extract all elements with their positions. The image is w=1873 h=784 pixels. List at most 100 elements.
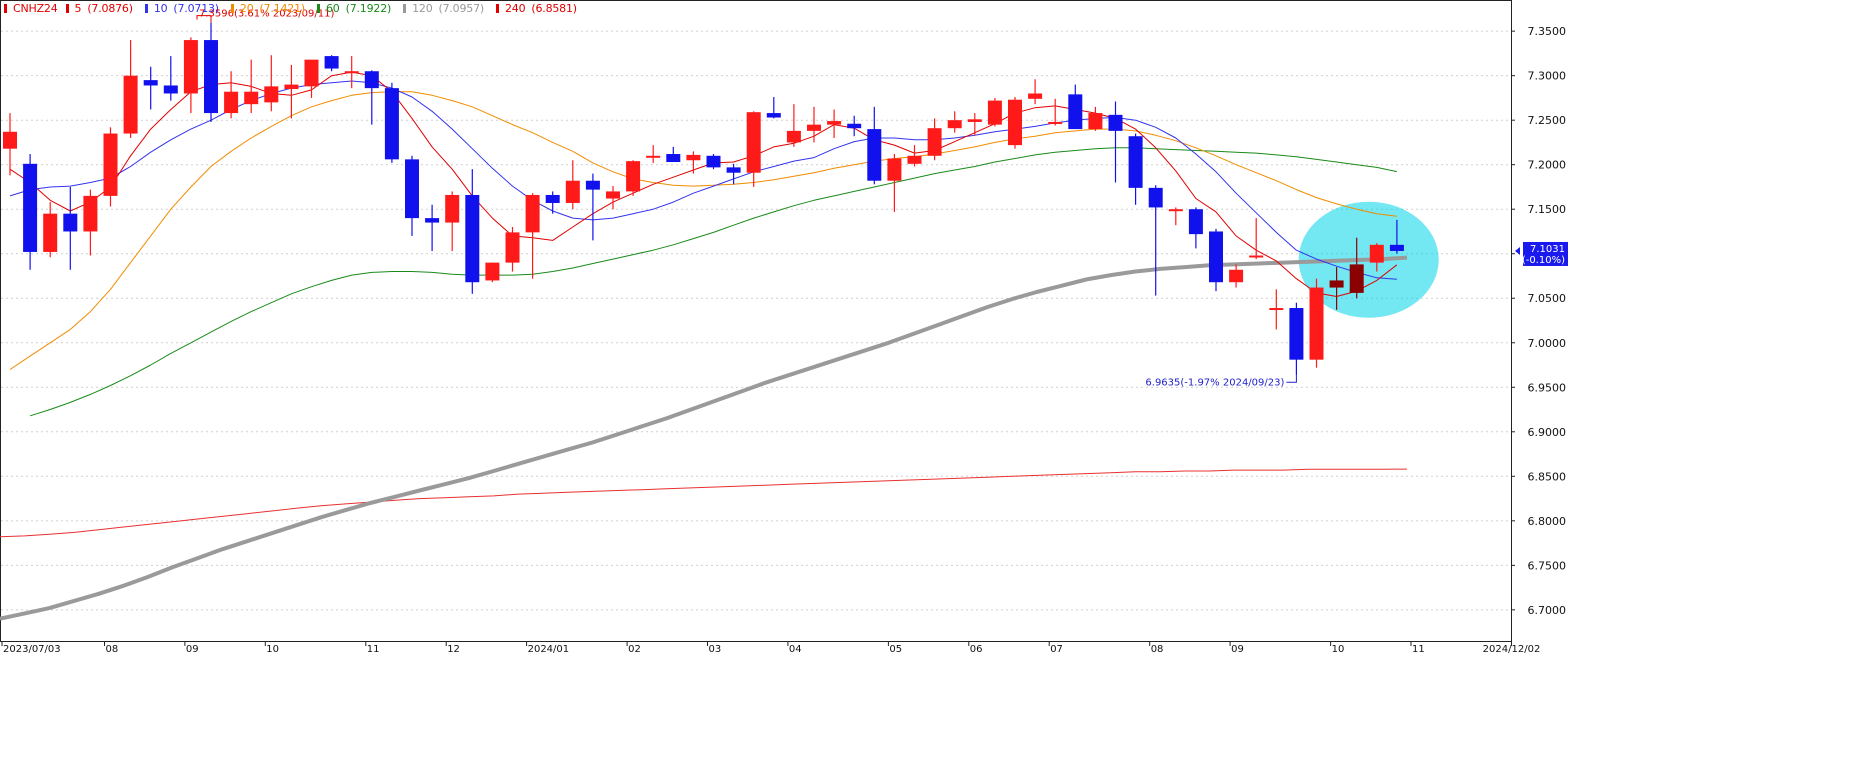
y-tick-label: 7.0500 — [1528, 292, 1567, 305]
candle-body — [264, 86, 279, 103]
ma10-line — [9, 80, 1397, 280]
annotation-low-label: 6.9635(-1.97% 2024/09/23) — [1145, 377, 1284, 388]
x-tick-label: 09 — [186, 644, 199, 655]
x-tick-label: 11 — [1412, 644, 1425, 655]
candle-body — [1249, 255, 1264, 258]
candle-body — [947, 120, 962, 129]
candle-body — [867, 129, 882, 181]
candle-body — [384, 88, 399, 160]
legend-ma20: 20 (7.1421) — [230, 2, 311, 15]
candle-body — [425, 218, 440, 223]
candle-body — [686, 154, 701, 161]
candle-body — [284, 84, 299, 90]
candle-body — [244, 91, 259, 105]
candle-body — [706, 155, 721, 168]
candle-body — [927, 128, 942, 156]
legend-symbol: CNHZ24 — [4, 2, 64, 15]
candle-body — [163, 85, 178, 94]
x-tick-label: 03 — [709, 644, 722, 655]
y-tick-label: 7.0000 — [1528, 337, 1567, 350]
ma240-line — [0, 468, 1408, 538]
last-price-pointer — [1515, 246, 1520, 255]
candle-body — [1168, 209, 1183, 212]
legend-ma10: 10 (7.0713) — [144, 2, 225, 15]
candle-body — [43, 213, 58, 252]
candle-body — [1269, 308, 1284, 311]
candle-body — [1028, 93, 1043, 99]
x-tick-label: 07 — [1050, 644, 1063, 655]
candle-body — [23, 163, 38, 252]
candle-body — [1369, 244, 1384, 263]
candle-body — [1329, 280, 1344, 288]
y-tick-label: 6.7000 — [1528, 604, 1567, 617]
candle-body — [585, 180, 600, 190]
candle-body — [1188, 209, 1203, 235]
candle-body — [525, 194, 540, 233]
candle-body — [1289, 308, 1304, 360]
candle-body — [1209, 231, 1223, 283]
candle-body — [907, 155, 922, 164]
candle-body — [204, 40, 218, 114]
plot-frame — [0, 0, 1512, 642]
candle-body — [827, 121, 842, 125]
candle-body — [183, 40, 198, 94]
annotation-leader — [1286, 375, 1297, 383]
x-tick-label: 02 — [628, 644, 641, 655]
candle-body — [1349, 264, 1364, 293]
candle-body — [344, 71, 359, 74]
last-price-value: 7.1031 — [1530, 244, 1565, 255]
x-tick-label: 05 — [889, 644, 902, 655]
y-tick-label: 6.8000 — [1528, 515, 1567, 528]
candle-body — [445, 194, 460, 223]
last-price-change: (-0.10%) — [1522, 255, 1565, 266]
x-tick-label: 2024/12/02 — [1483, 644, 1541, 655]
candle-body — [1148, 187, 1163, 208]
y-tick-label: 7.3500 — [1528, 25, 1567, 38]
x-tick-label: 2024/01 — [528, 644, 570, 655]
candle-body — [666, 154, 681, 163]
candle-body — [224, 91, 239, 114]
candle-body — [1008, 99, 1022, 146]
candle-body — [967, 119, 982, 122]
candle-body — [3, 131, 17, 149]
ma60-line — [29, 147, 1398, 417]
y-tick-label: 7.1500 — [1528, 203, 1567, 216]
candle-body — [606, 191, 620, 199]
candle-body — [364, 71, 379, 89]
candle-body — [324, 56, 339, 69]
candle-body — [646, 155, 661, 158]
x-tick-label: 10 — [1332, 644, 1345, 655]
candle-body — [123, 75, 138, 134]
candle-body — [1068, 94, 1083, 130]
candle-body — [304, 59, 319, 87]
candle-body — [1088, 113, 1103, 130]
chart-legend: CNHZ24 5 (7.0876) 10 (7.0713) 20 (7.1421) 60 (7.… — [4, 2, 589, 15]
x-tick-label: 04 — [789, 644, 802, 655]
candle-body — [405, 159, 419, 219]
x-tick-label: 08 — [1151, 644, 1164, 655]
candle-body — [1309, 287, 1324, 360]
ma120-line — [0, 255, 1408, 621]
candle-body — [1389, 244, 1404, 251]
y-tick-label: 7.2500 — [1528, 114, 1567, 127]
candle-body — [485, 262, 500, 281]
x-tick-label: 08 — [106, 644, 119, 655]
candle-body — [545, 194, 560, 203]
y-tick-label: 6.8500 — [1528, 470, 1567, 483]
candle-body — [626, 161, 641, 192]
x-tick-label: 09 — [1231, 644, 1244, 655]
candle-body — [1128, 136, 1143, 188]
ma20-line — [9, 91, 1397, 370]
x-tick-label: 11 — [367, 644, 380, 655]
legend-ma60: 60 (7.1922) — [317, 2, 397, 15]
candle-body — [726, 167, 741, 173]
candle-body — [887, 158, 902, 181]
candle-body — [63, 213, 78, 232]
candle-body — [465, 194, 480, 283]
ma5-line — [9, 71, 1398, 297]
candle-body — [103, 133, 118, 196]
y-tick-label: 7.2000 — [1528, 159, 1567, 172]
candle-body — [786, 130, 801, 143]
candle-body — [505, 232, 520, 263]
x-tick-label: 2023/07/03 — [3, 644, 61, 655]
